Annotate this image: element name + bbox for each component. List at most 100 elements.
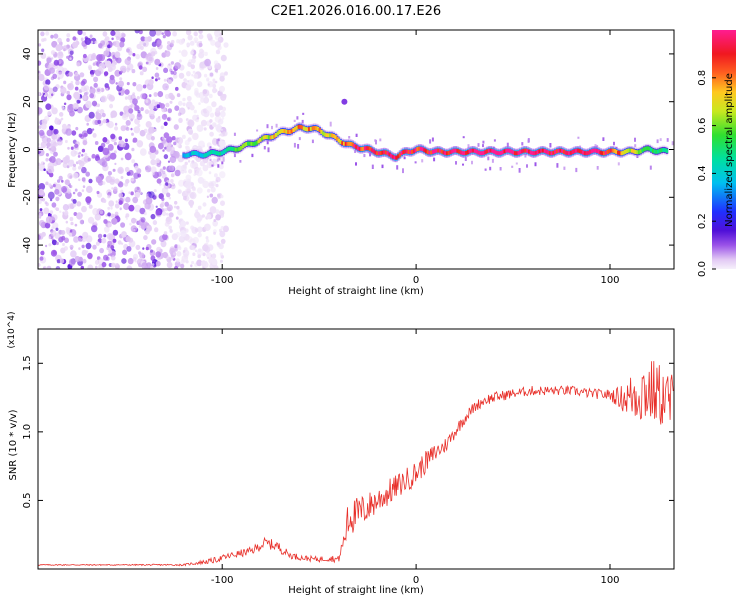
heatmap-cell	[102, 119, 107, 124]
heatmap-cell	[54, 133, 61, 140]
heatmap-cell	[96, 109, 100, 113]
heatmap-cell	[136, 84, 143, 92]
heatmap-cell	[155, 209, 161, 216]
heatmap-cell	[154, 227, 159, 233]
heatmap-cell	[271, 135, 274, 140]
heatmap-cell	[356, 146, 360, 151]
heatmap-cell	[594, 148, 597, 153]
heatmap-cell	[92, 128, 95, 131]
heatmap-cell	[168, 196, 171, 200]
heatmap-cell	[168, 212, 174, 218]
heatmap-cell	[145, 99, 149, 103]
heatmap-cell	[134, 105, 140, 111]
heatmap-cell	[176, 205, 180, 210]
heatmap-cell	[166, 261, 173, 269]
heatmap-cell	[130, 177, 134, 182]
heatmap-cell	[143, 128, 148, 133]
heatmap-cell	[154, 128, 157, 132]
heatmap-cell	[58, 119, 62, 123]
heatmap-cell	[299, 124, 302, 129]
heatmap-cell	[433, 149, 437, 154]
heatmap-cell	[493, 139, 496, 142]
heatmap-cell	[39, 219, 45, 227]
heatmap-cell	[145, 165, 152, 173]
heatmap-cell	[423, 148, 426, 153]
heatmap-cell	[168, 63, 171, 66]
heatmap-cell	[86, 127, 93, 135]
heatmap-cell	[403, 156, 406, 160]
heatmap-cell	[379, 138, 382, 142]
heatmap-cell	[124, 89, 130, 95]
heatmap-cell	[113, 40, 120, 48]
heatmap-cell	[43, 37, 47, 42]
heatmap-cell	[445, 151, 449, 156]
heatmap-cell	[397, 154, 400, 159]
heatmap-cell	[134, 165, 139, 171]
heatmap-cell	[38, 107, 43, 115]
heatmap-cell	[191, 132, 199, 141]
heatmap-cell	[467, 144, 470, 149]
heatmap-cell	[184, 187, 192, 196]
heatmap-cell	[508, 148, 512, 153]
heatmap-cell	[151, 41, 157, 47]
heatmap-cell	[296, 116, 299, 120]
heatmap-cell	[161, 113, 168, 120]
heatmap-cell	[70, 221, 74, 226]
heatmap-cell	[38, 263, 41, 267]
heatmap-cell	[131, 147, 135, 152]
heatmap-cell	[218, 228, 222, 233]
heatmap-cell	[44, 115, 50, 122]
heatmap-cell	[547, 150, 550, 155]
heatmap-cell	[38, 234, 41, 241]
heatmap-cell	[393, 155, 396, 160]
heatmap-cell	[73, 163, 76, 167]
heatmap-cell	[88, 204, 93, 209]
heatmap-cell	[66, 33, 71, 38]
heatmap-cell	[131, 217, 137, 224]
heatmap-cell	[58, 51, 63, 57]
heatmap-cell	[161, 197, 165, 201]
heatmap-cell	[214, 140, 217, 143]
heatmap-cell	[165, 212, 169, 216]
heatmap-cell	[80, 80, 86, 86]
heatmap-cell	[425, 149, 428, 154]
heatmap-cell	[466, 150, 470, 155]
heatmap-cell	[360, 147, 363, 152]
heatmap-cell	[201, 153, 204, 158]
heatmap-cell	[134, 118, 140, 125]
heatmap-cell	[113, 186, 118, 192]
heatmap-cell	[142, 84, 147, 89]
heatmap-cell	[196, 114, 199, 118]
heatmap-cell	[151, 239, 157, 245]
heatmap-cell	[435, 148, 438, 153]
heatmap-cell	[564, 150, 567, 155]
heatmap-cell	[449, 150, 452, 155]
heatmap-cell	[337, 138, 341, 143]
heatmap-cell	[160, 240, 167, 248]
heatmap-cell	[79, 219, 84, 225]
heatmap-cell	[172, 31, 178, 37]
snr-ticks: -100 0 100 0.5 1.0 1.5	[22, 329, 674, 586]
heatmap-cell	[194, 87, 199, 93]
heatmap-cell	[643, 147, 646, 152]
heatmap-cell	[88, 178, 93, 184]
heatmap-cell	[665, 148, 669, 153]
heatmap-cell	[660, 148, 663, 153]
heatmap-cell	[173, 141, 177, 146]
heatmap-cell	[163, 121, 168, 127]
heatmap-cell	[137, 123, 141, 128]
heatmap-cell	[107, 194, 111, 199]
heatmap-cell	[57, 37, 62, 44]
heatmap-cell	[219, 230, 226, 238]
heatmap-cell	[248, 141, 252, 146]
heatmap-cell	[115, 36, 120, 41]
heatmap-cell	[124, 166, 130, 173]
heatmap-cell	[197, 176, 205, 184]
heatmap-cell	[439, 148, 442, 153]
heatmap-cell	[247, 141, 250, 146]
heatmap-cell	[217, 164, 220, 168]
heatmap-cell	[206, 151, 210, 156]
heatmap-cell	[162, 251, 168, 259]
heatmap-cell	[175, 216, 179, 220]
heatmap-cell	[302, 126, 306, 131]
